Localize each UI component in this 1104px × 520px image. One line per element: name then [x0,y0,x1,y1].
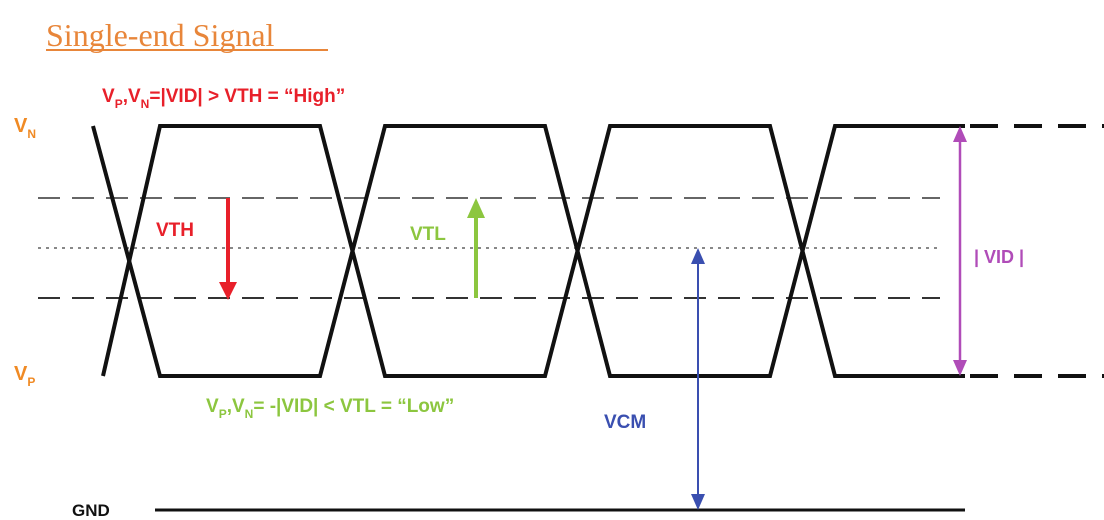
gnd-label: GND [72,501,110,520]
vid-label: | VID | [974,247,1024,267]
vcm-arrow-head-bottom [691,494,705,510]
high-condition-label: VP,VN=|VID| > VTH = “High” [102,86,345,111]
vp-rail-label: VP [14,363,35,389]
vid-arrow-head-top [953,126,967,142]
low-condition-label: VP,VN= -|VID| < VTL = “Low” [206,396,454,421]
vcm-label: VCM [604,412,646,433]
vn-rail-label: VN [14,115,36,141]
vn-trace [91,124,965,378]
signal-waveform [91,124,965,378]
vth-arrow-head [219,282,237,300]
vth-label: VTH [156,220,194,241]
vtl-label: VTL [410,224,446,245]
vp-trace [101,124,965,378]
diagram-title: Single-end Signal [46,17,275,53]
vcm-arrow-head-top [691,248,705,264]
vtl-arrow-head [467,198,485,218]
vid-arrow-head-bottom [953,360,967,376]
